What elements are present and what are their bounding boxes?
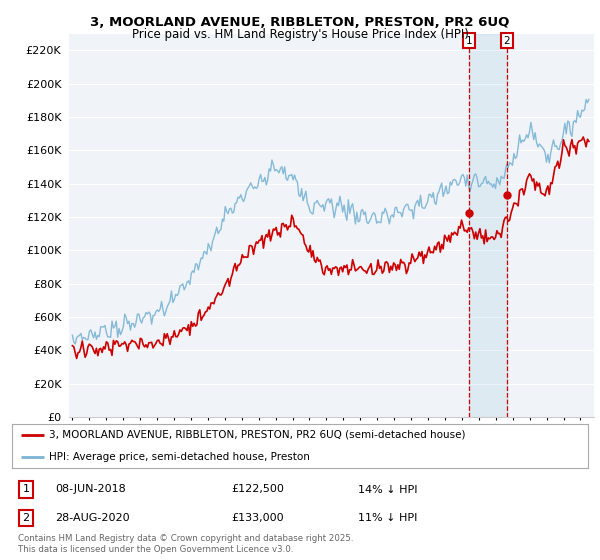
Text: 3, MOORLAND AVENUE, RIBBLETON, PRESTON, PR2 6UQ: 3, MOORLAND AVENUE, RIBBLETON, PRESTON, …: [91, 16, 509, 29]
Text: Contains HM Land Registry data © Crown copyright and database right 2025.
This d: Contains HM Land Registry data © Crown c…: [18, 534, 353, 554]
Text: 2: 2: [22, 513, 29, 523]
Text: £122,500: £122,500: [231, 484, 284, 494]
Text: Price paid vs. HM Land Registry's House Price Index (HPI): Price paid vs. HM Land Registry's House …: [131, 28, 469, 41]
Text: HPI: Average price, semi-detached house, Preston: HPI: Average price, semi-detached house,…: [49, 452, 310, 461]
Text: 3, MOORLAND AVENUE, RIBBLETON, PRESTON, PR2 6UQ (semi-detached house): 3, MOORLAND AVENUE, RIBBLETON, PRESTON, …: [49, 430, 466, 440]
Text: 2: 2: [503, 35, 510, 45]
Text: 1: 1: [466, 35, 473, 45]
Text: 08-JUN-2018: 08-JUN-2018: [55, 484, 126, 494]
Text: £133,000: £133,000: [231, 513, 284, 523]
Text: 14% ↓ HPI: 14% ↓ HPI: [358, 484, 417, 494]
Bar: [469, 34, 507, 417]
Text: 1: 1: [22, 484, 29, 494]
Text: 28-AUG-2020: 28-AUG-2020: [55, 513, 130, 523]
Text: 11% ↓ HPI: 11% ↓ HPI: [358, 513, 417, 523]
